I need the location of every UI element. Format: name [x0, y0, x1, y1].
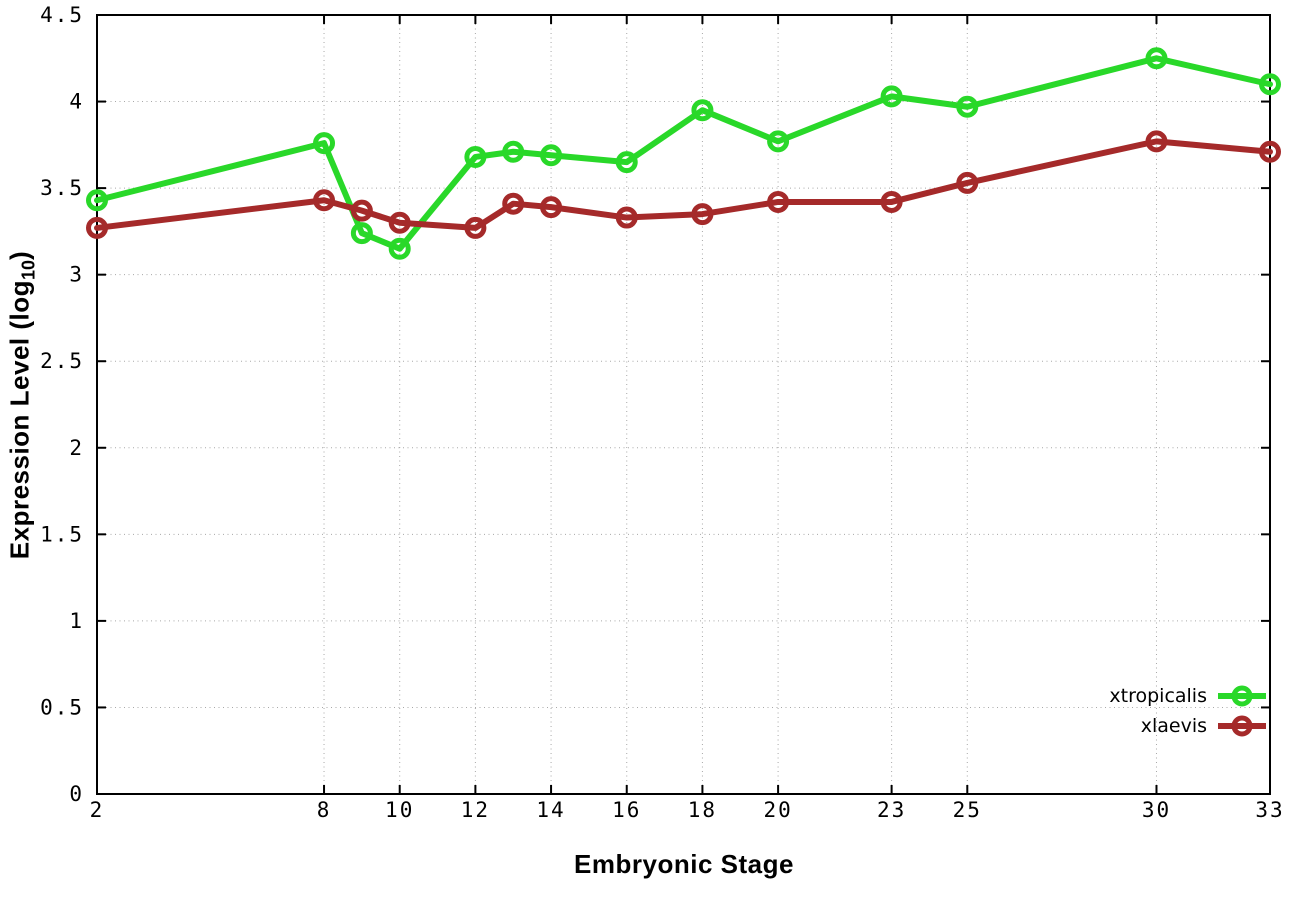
data-point-xlaevis [502, 192, 525, 215]
data-point-xlaevis [956, 171, 979, 194]
y-tick-label: 3 [69, 263, 84, 287]
y-tick-label: 1.5 [40, 522, 84, 546]
y-tick-label: 1 [69, 609, 84, 633]
legend-sample-glyph [1218, 685, 1266, 707]
y-tick-label: 2.5 [40, 349, 84, 373]
x-tick-label: 23 [877, 798, 906, 822]
x-tick-label: 14 [536, 798, 565, 822]
data-point-xtropicalis [1145, 47, 1168, 70]
data-point-xlaevis [1145, 130, 1168, 153]
data-point-xlaevis [388, 211, 411, 234]
legend-label: xtropicalis [1109, 685, 1207, 707]
x-tick-label: 8 [317, 798, 332, 822]
legend-marker-circle [1231, 715, 1253, 737]
series-xtropicalis [86, 47, 1281, 260]
data-point-xtropicalis [880, 85, 903, 108]
data-point-xlaevis [540, 196, 563, 219]
tick-labels: 2 8 10 12 14 16 18 20 23 25 30 33 0 0.5 1 1.5 2 2.5 3 3.5 4 4… [40, 3, 1284, 822]
legend-sample-xtropicalis [1218, 685, 1266, 707]
data-point-xtropicalis [615, 151, 638, 174]
data-point-xlaevis [86, 216, 108, 239]
data-point-xtropicalis [691, 99, 714, 122]
data-point-xlaevis [350, 199, 373, 222]
y-axis-title-suffix: ) [4, 250, 35, 260]
y-axis-title: Expression Level (log10) [5, 251, 40, 559]
y-tick-label: 0.5 [40, 695, 84, 719]
legend-sample-glyph [1218, 715, 1266, 737]
x-tick-label: 10 [385, 798, 414, 822]
y-tick-label: 4.5 [40, 3, 84, 27]
legend-marker-circle [1231, 685, 1253, 707]
x-tick-label: 12 [461, 798, 490, 822]
legend: xtropicalis xlaevis [1109, 683, 1268, 739]
data-point-xtropicalis [540, 144, 563, 167]
legend-label: xlaevis [1140, 715, 1207, 737]
data-point-xtropicalis [388, 237, 411, 260]
plot-border [96, 14, 1271, 795]
data-point-xtropicalis [313, 132, 336, 155]
y-tick-label: 2 [69, 436, 84, 460]
y-tick-label: 0 [69, 782, 84, 806]
data-point-xlaevis [1259, 140, 1281, 163]
x-tick-label: 16 [612, 798, 641, 822]
x-tick-label: 33 [1255, 798, 1284, 822]
legend-item-xlaevis: xlaevis [1141, 713, 1268, 739]
x-tick-label: 20 [763, 798, 792, 822]
x-tick-label: 25 [953, 798, 982, 822]
legend-sample-xlaevis [1218, 715, 1266, 737]
y-axis-title-subscript: 10 [18, 259, 39, 280]
data-point-xlaevis [880, 190, 903, 213]
legend-item-xtropicalis: xtropicalis [1109, 683, 1268, 709]
data-point-xlaevis [691, 203, 714, 226]
x-tick-label: 2 [90, 798, 105, 822]
y-axis-title-text: Expression Level (log [4, 279, 35, 560]
data-point-xlaevis [615, 206, 638, 229]
data-point-xlaevis [313, 189, 336, 212]
data-point-xtropicalis [502, 140, 525, 163]
data-point-xtropicalis [350, 222, 373, 245]
x-tick-label: 18 [688, 798, 717, 822]
data-point-xlaevis [464, 216, 487, 239]
data-point-xtropicalis [464, 145, 487, 168]
x-axis-title: Embryonic Stage [574, 849, 794, 879]
data-point-xtropicalis [1259, 73, 1281, 96]
data-point-xtropicalis [86, 189, 108, 212]
x-tick-label: 30 [1142, 798, 1171, 822]
grid [96, 14, 1271, 795]
data-point-xtropicalis [767, 130, 790, 153]
data-point-xtropicalis [956, 95, 979, 118]
y-tick-label: 4 [69, 90, 84, 114]
series-xlaevis [86, 130, 1281, 239]
y-tick-label: 3.5 [40, 176, 84, 200]
data-point-xlaevis [767, 190, 790, 213]
axes [96, 14, 1271, 795]
